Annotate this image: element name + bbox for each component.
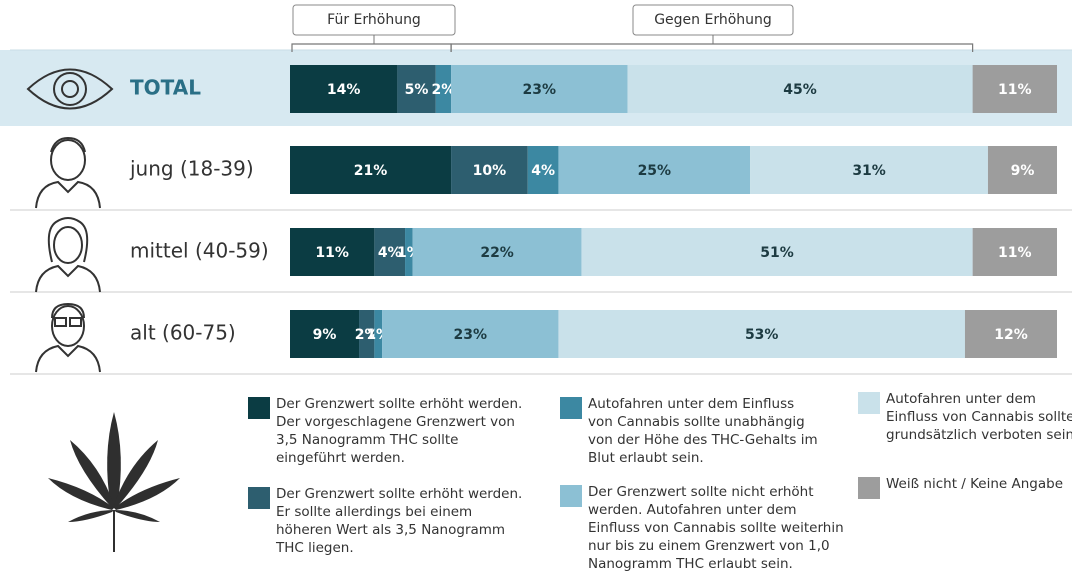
group-label: Für Erhöhung xyxy=(327,12,421,28)
legend-label: Der Grenzwert sollte nicht erhöht werden… xyxy=(588,483,850,573)
value-label: 11% xyxy=(315,245,349,261)
value-label: 9% xyxy=(313,327,337,343)
legend-swatch xyxy=(248,487,270,509)
value-label: 53% xyxy=(745,327,779,343)
person-icon xyxy=(36,304,100,372)
value-label: 22% xyxy=(480,245,514,261)
legend-label: Autofahren unter dem Einfluss von Cannab… xyxy=(588,395,823,467)
person-icon xyxy=(36,218,100,292)
legend-swatch xyxy=(560,397,582,419)
value-label: 21% xyxy=(354,163,388,179)
value-label: 51% xyxy=(760,245,794,261)
category-label: TOTAL xyxy=(130,76,201,100)
value-label: 45% xyxy=(783,82,817,98)
infographic: TOTAL14%5%2%23%45%11%jung (18-39)21%10%4… xyxy=(0,0,1072,580)
category-label: jung (18-39) xyxy=(129,157,254,181)
value-label: 9% xyxy=(1011,163,1035,179)
legend-swatch xyxy=(560,485,582,507)
legend-label: Weiß nicht / Keine Angabe xyxy=(886,475,1072,493)
value-label: 25% xyxy=(638,163,672,179)
value-label: 11% xyxy=(998,82,1032,98)
legend-swatch xyxy=(858,392,880,414)
legend-swatch xyxy=(248,397,270,419)
value-label: 11% xyxy=(998,245,1032,261)
value-label: 4% xyxy=(531,163,555,179)
value-label: 23% xyxy=(453,327,487,343)
legend-swatch xyxy=(858,477,880,499)
chart: TOTAL14%5%2%23%45%11%jung (18-39)21%10%4… xyxy=(0,0,1072,580)
value-label: 31% xyxy=(852,163,886,179)
cannabis-leaf-icon xyxy=(48,412,180,552)
value-label: 12% xyxy=(994,327,1028,343)
category-label: alt (60-75) xyxy=(130,321,236,345)
value-label: 5% xyxy=(405,82,429,98)
person-icon xyxy=(36,138,100,208)
category-label: mittel (40-59) xyxy=(130,239,269,263)
value-label: 23% xyxy=(523,82,557,98)
value-label: 14% xyxy=(327,82,361,98)
value-label: 10% xyxy=(473,163,507,179)
legend-label: Der Grenzwert sollte erhöht werden. Er s… xyxy=(276,485,531,557)
group-label: Gegen Erhöhung xyxy=(654,12,772,28)
legend-label: Autofahren unter dem Einfluss von Cannab… xyxy=(886,390,1072,444)
legend-label: Der Grenzwert sollte erhöht werden. Der … xyxy=(276,395,531,467)
